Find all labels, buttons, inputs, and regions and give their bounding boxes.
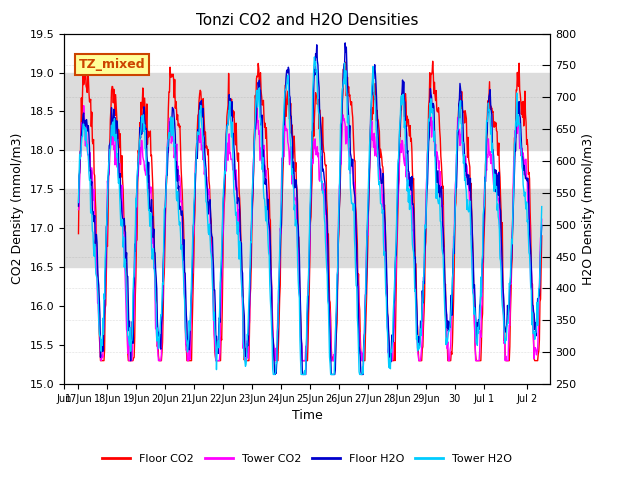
Title: Tonzi CO2 and H2O Densities: Tonzi CO2 and H2O Densities <box>196 13 419 28</box>
Y-axis label: CO2 Density (mmol/m3): CO2 Density (mmol/m3) <box>11 133 24 285</box>
Y-axis label: H2O Density (mmol/m3): H2O Density (mmol/m3) <box>582 133 595 285</box>
X-axis label: Time: Time <box>292 409 323 422</box>
Text: TZ_mixed: TZ_mixed <box>79 58 145 71</box>
Legend: Floor CO2, Tower CO2, Floor H2O, Tower H2O: Floor CO2, Tower CO2, Floor H2O, Tower H… <box>98 449 516 468</box>
Bar <box>64 72 550 150</box>
Bar <box>64 189 550 267</box>
